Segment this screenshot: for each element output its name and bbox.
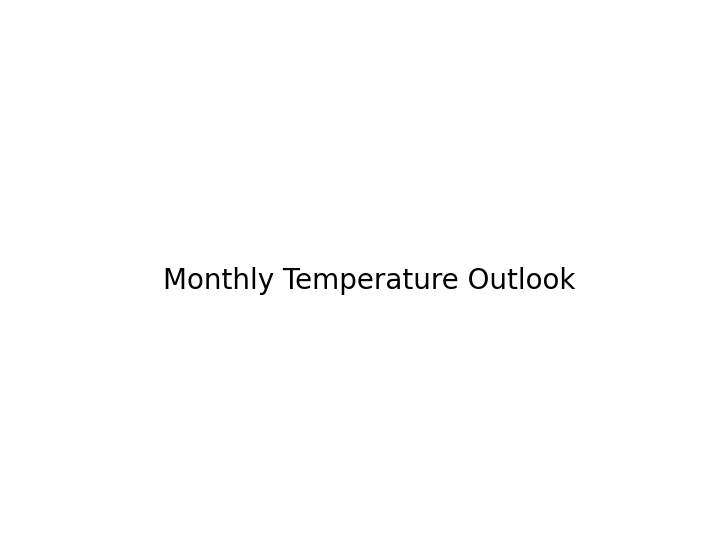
Text: Monthly Temperature Outlook: Monthly Temperature Outlook [163,267,575,295]
